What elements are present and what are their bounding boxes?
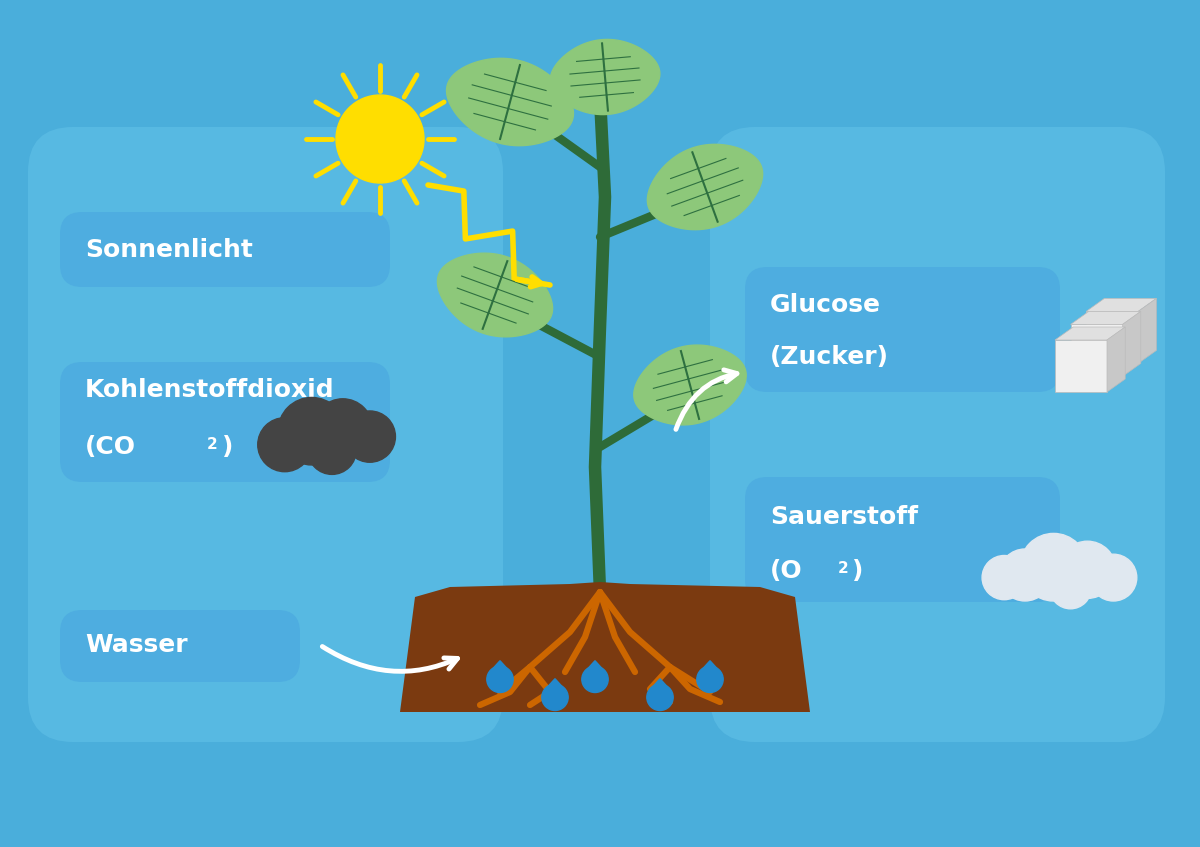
Polygon shape: [647, 144, 763, 230]
Polygon shape: [400, 582, 810, 712]
Circle shape: [487, 666, 514, 693]
Circle shape: [1050, 567, 1091, 609]
Polygon shape: [550, 40, 660, 114]
Polygon shape: [547, 678, 563, 687]
Circle shape: [697, 666, 724, 693]
Text: Kohlenstoffdioxid: Kohlenstoffdioxid: [85, 378, 335, 402]
FancyBboxPatch shape: [60, 212, 390, 287]
Circle shape: [313, 399, 372, 458]
Circle shape: [998, 549, 1051, 601]
Polygon shape: [653, 678, 667, 687]
Polygon shape: [1055, 340, 1108, 392]
Circle shape: [278, 397, 346, 465]
FancyBboxPatch shape: [60, 362, 390, 482]
Circle shape: [258, 418, 312, 472]
Circle shape: [352, 110, 408, 168]
Text: 2: 2: [838, 561, 848, 576]
Circle shape: [307, 426, 356, 474]
Text: Wasser: Wasser: [85, 633, 187, 657]
Polygon shape: [702, 661, 718, 669]
Text: ): ): [222, 435, 233, 459]
Circle shape: [344, 411, 396, 462]
Text: (CO: (CO: [85, 435, 136, 459]
Circle shape: [582, 666, 608, 693]
Polygon shape: [1070, 324, 1123, 376]
Polygon shape: [634, 345, 746, 425]
Polygon shape: [587, 661, 602, 669]
Text: ): ): [852, 559, 863, 583]
Circle shape: [542, 684, 568, 711]
Text: (Zucker): (Zucker): [770, 345, 889, 369]
Circle shape: [336, 95, 424, 183]
FancyBboxPatch shape: [28, 127, 503, 742]
FancyBboxPatch shape: [710, 127, 1165, 742]
Polygon shape: [446, 58, 574, 146]
Text: 2: 2: [206, 437, 217, 452]
Polygon shape: [1108, 327, 1126, 392]
Polygon shape: [492, 661, 508, 669]
FancyBboxPatch shape: [745, 477, 1060, 602]
FancyBboxPatch shape: [745, 267, 1060, 392]
Polygon shape: [438, 253, 552, 337]
Polygon shape: [1123, 312, 1141, 376]
Circle shape: [1020, 534, 1087, 601]
Circle shape: [1090, 554, 1136, 601]
Polygon shape: [1070, 312, 1141, 324]
Circle shape: [647, 684, 673, 711]
FancyBboxPatch shape: [60, 610, 300, 682]
Text: (O: (O: [770, 559, 803, 583]
Text: Sonnenlicht: Sonnenlicht: [85, 237, 253, 262]
Circle shape: [1058, 541, 1116, 598]
Polygon shape: [1055, 327, 1126, 340]
Polygon shape: [1086, 298, 1157, 312]
Polygon shape: [1086, 312, 1139, 363]
Polygon shape: [1139, 298, 1157, 363]
Text: Sauerstoff: Sauerstoff: [770, 505, 918, 529]
Circle shape: [982, 556, 1026, 600]
Text: Glucose: Glucose: [770, 293, 881, 317]
